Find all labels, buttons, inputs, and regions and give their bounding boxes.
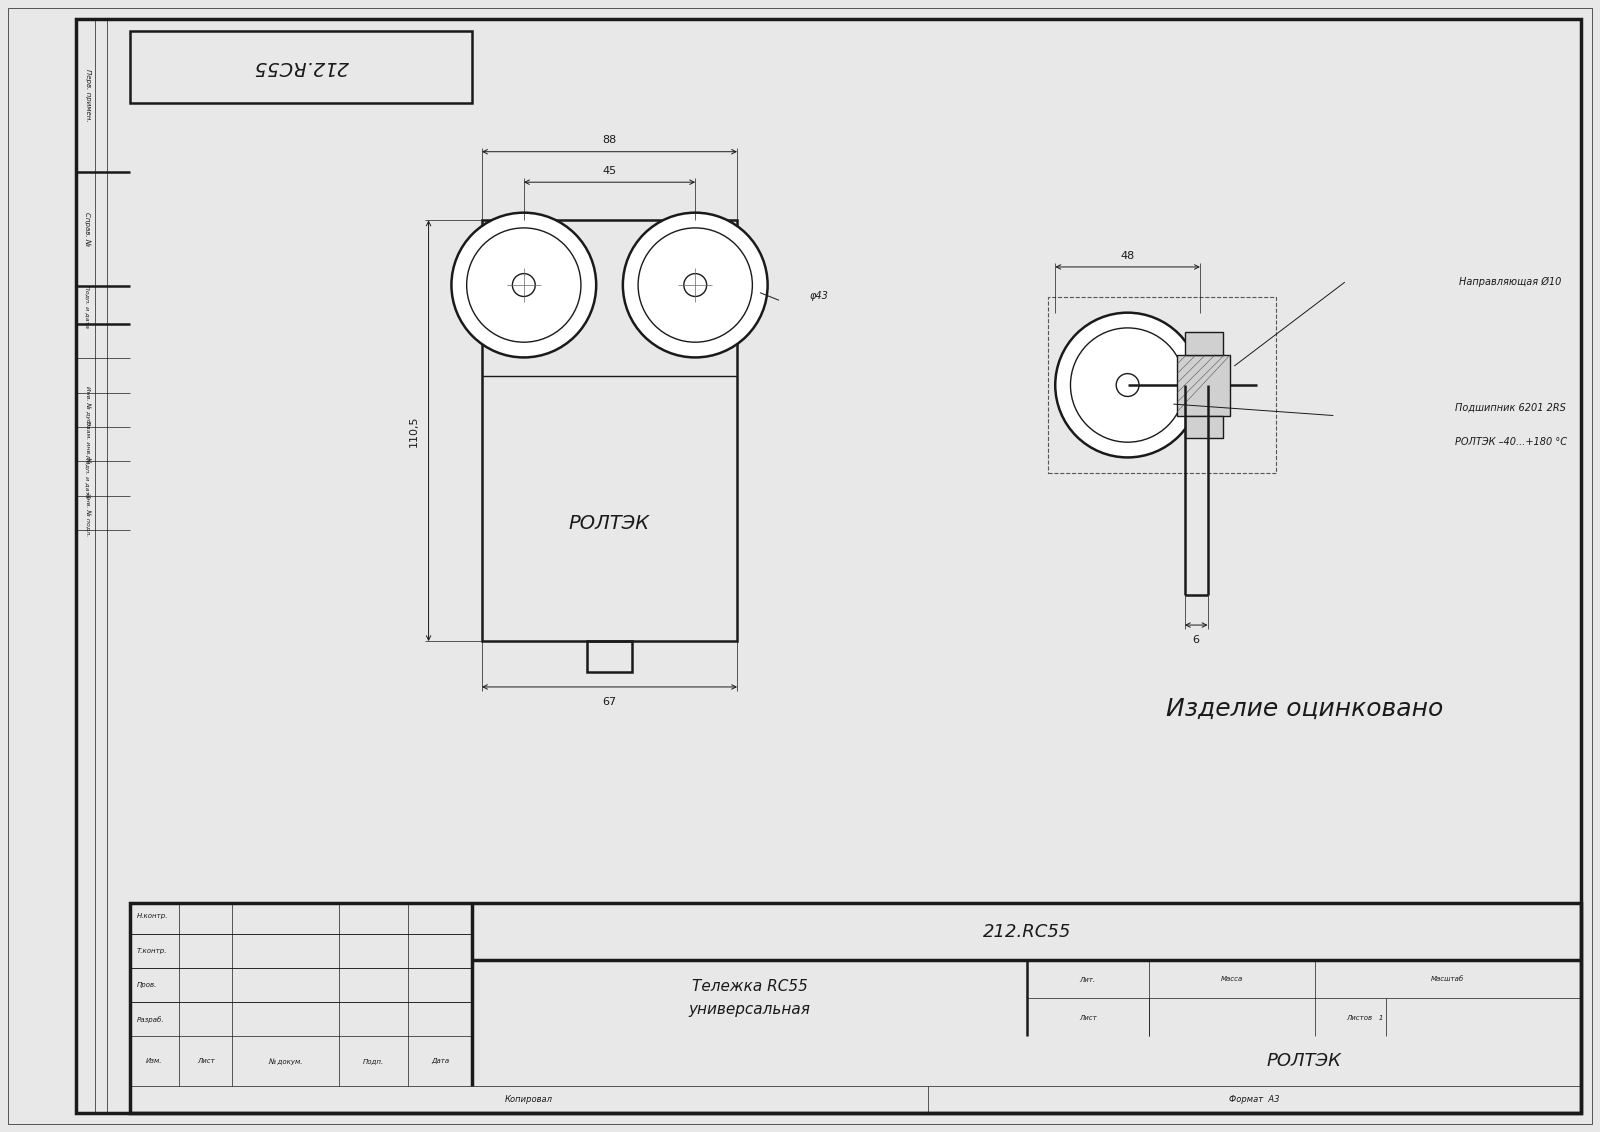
Text: Т.контр.: Т.контр. [138,947,168,954]
Circle shape [622,213,768,358]
Text: Справ. №: Справ. № [85,212,91,246]
Bar [1178,354,1230,415]
Text: Подп. и дата: Подп. и дата [85,455,90,498]
Text: РОЛТЭК: РОЛТЭК [570,514,650,533]
Text: Инв. № дубл.: Инв. № дубл. [85,386,91,429]
Text: Подп. и дата: Подп. и дата [85,285,90,328]
Bar [1184,415,1222,438]
Circle shape [467,228,581,342]
Text: Изм.: Изм. [146,1058,163,1064]
Text: Взам. инв. №: Взам. инв. № [85,421,90,463]
Text: Изделие оцинковано: Изделие оцинковано [1166,696,1443,721]
Bar [130,31,472,103]
Text: 48: 48 [1120,250,1134,260]
Circle shape [683,274,707,297]
Text: Дата: Дата [430,1058,450,1064]
Text: Н.контр.: Н.контр. [138,914,168,919]
Text: Пров.: Пров. [138,983,157,988]
Text: РОЛТЭК: РОЛТЭК [1266,1053,1341,1070]
Text: Подшипник 6201 2RS: Подшипник 6201 2RS [1456,403,1566,413]
Text: Масса: Масса [1221,976,1243,983]
Text: Перв. примен.: Перв. примен. [85,69,91,122]
Circle shape [1117,374,1139,396]
Text: Подп.: Подп. [363,1058,384,1064]
Text: Масштаб: Масштаб [1432,976,1464,983]
Text: РОЛТЭК –40...+180 °C: РОЛТЭК –40...+180 °C [1456,437,1568,447]
Bar [1184,332,1222,354]
Text: Инв. № подл.: Инв. № подл. [85,492,90,537]
Text: Лист: Лист [197,1058,214,1064]
Text: 6: 6 [1192,635,1200,645]
Text: № докум.: № докум. [269,1058,302,1064]
Circle shape [638,228,752,342]
Circle shape [512,274,536,297]
Text: 110,5: 110,5 [408,415,418,446]
Text: Разраб.: Разраб. [138,1015,165,1022]
Text: универсальная: универсальная [688,1002,811,1018]
Text: Направляющая Ø10: Направляющая Ø10 [1459,277,1562,288]
Bar [482,221,738,641]
Bar [587,641,632,671]
Text: 212.RC55: 212.RC55 [982,923,1070,941]
Circle shape [1070,328,1184,443]
Circle shape [1056,312,1200,457]
Text: 45: 45 [603,165,616,175]
Text: 88: 88 [602,136,616,145]
Text: Листов   1: Листов 1 [1346,1014,1384,1020]
Text: Тележка RC55: Тележка RC55 [691,979,808,994]
Text: Лит.: Лит. [1080,976,1096,983]
Bar [130,903,1581,1113]
Text: Копировал: Копировал [504,1095,552,1104]
Text: 212.RC55: 212.RC55 [253,58,349,77]
Text: Формат  А3: Формат А3 [1229,1095,1280,1104]
Text: Лист: Лист [1078,1014,1096,1020]
Text: 67: 67 [603,697,616,708]
Bar [1048,298,1277,473]
Circle shape [451,213,597,358]
Text: φ43: φ43 [810,291,829,301]
